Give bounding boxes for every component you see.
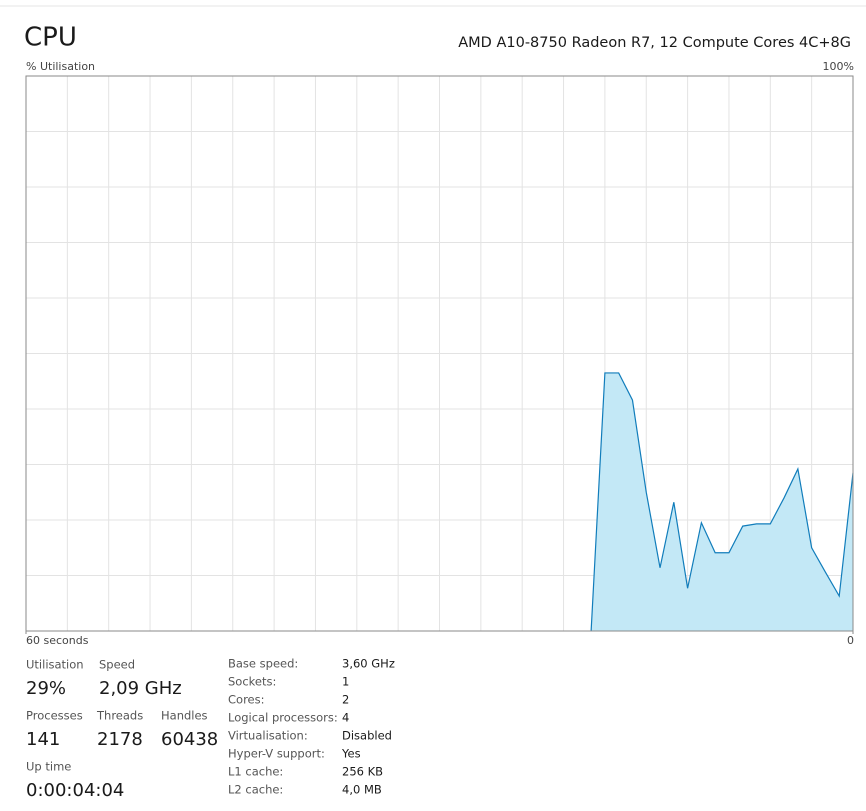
stat-value: 29% — [26, 678, 66, 699]
detail-value: Disabled — [342, 729, 392, 743]
x-tick-label: 60 seconds — [26, 634, 89, 647]
stat-label: Speed — [99, 658, 135, 672]
detail-value: Yes — [341, 747, 361, 761]
stat-label: Up time — [26, 760, 71, 774]
stat-value: 2178 — [97, 729, 143, 750]
detail-label: L2 cache: — [228, 783, 283, 797]
detail-label: L1 cache: — [228, 765, 283, 779]
detail-label: Logical processors: — [228, 711, 338, 725]
stat-value: 0:00:04:04 — [26, 780, 124, 801]
detail-value: 2 — [342, 693, 349, 707]
detail-value: 3,60 GHz — [342, 657, 395, 671]
stat-label: Utilisation — [26, 658, 84, 672]
x-tick-label: 0 — [847, 634, 854, 647]
processor-name: AMD A10-8750 Radeon R7, 12 Compute Cores… — [458, 35, 851, 51]
detail-label: Hyper-V support: — [228, 747, 325, 761]
utilisation-area — [591, 372, 853, 631]
page-title: CPU — [24, 23, 77, 53]
stat-value: 2,09 GHz — [99, 678, 182, 699]
detail-value: 1 — [342, 675, 349, 689]
plot-border — [25, 75, 854, 632]
stat-label: Threads — [96, 709, 143, 723]
stat-label: Handles — [161, 709, 208, 723]
utilisation-line — [590, 372, 854, 632]
detail-value: 4,0 MB — [342, 783, 382, 797]
y-axis-label: % Utilisation — [26, 60, 95, 73]
detail-label: Base speed: — [228, 657, 298, 671]
stat-value: 60438 — [161, 729, 218, 750]
detail-label: Cores: — [228, 693, 264, 707]
detail-value: 256 KB — [342, 765, 383, 779]
detail-label: Sockets: — [228, 675, 276, 689]
detail-value: 4 — [342, 711, 349, 725]
y-tick-label: 100% — [823, 60, 854, 73]
stat-label: Processes — [26, 709, 83, 723]
detail-label: Virtualisation: — [228, 729, 308, 743]
stat-value: 141 — [26, 729, 60, 750]
